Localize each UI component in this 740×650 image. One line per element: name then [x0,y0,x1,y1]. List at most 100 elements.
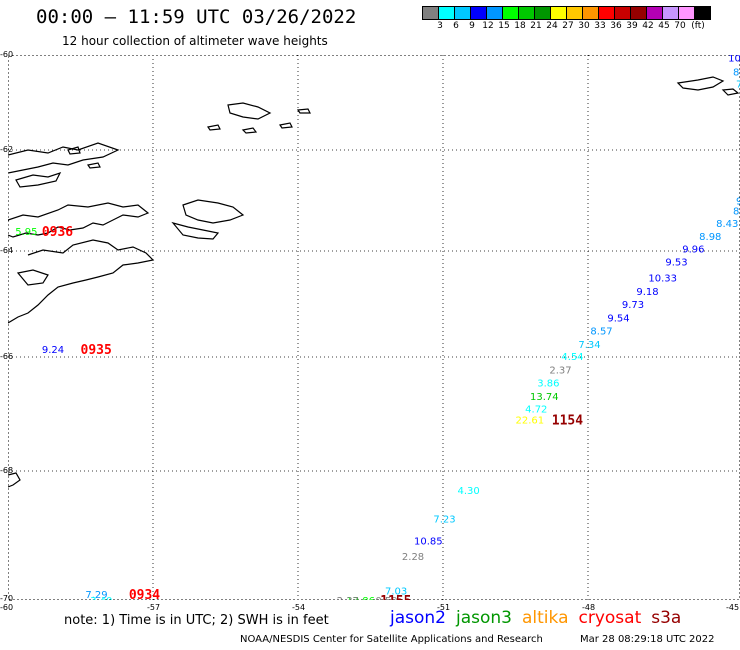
scale-swatch [582,6,599,20]
swh-value: 13.86 [346,596,375,600]
scale-swatch [470,6,487,20]
swh-value: 5.95 [15,227,37,238]
swh-value: 8.2 [733,207,740,218]
scale-swatch [502,6,519,20]
scale-swatch [534,6,551,20]
scale-label: 21 [530,21,542,31]
swh-value: 8.57 [590,327,612,338]
note-text: note: 1) Time is in UTC; 2) SWH is in fe… [64,613,329,628]
wave-height-map: 10.30 8.57 98.28.43 8.989.96 9.53 10.33 9.18 9.… [8,55,740,600]
swh-value: 10.85 [414,536,443,547]
footer-credit: NOAA/NESDIS Center for Satellite Applica… [240,634,543,645]
scale-swatch [518,6,535,20]
scale-label: 12 [482,21,494,31]
swh-value: 8.43 [716,219,738,230]
pass-time-label: 1155 [380,594,411,600]
satellite-jason3: jason3 [456,608,512,628]
swh-value: 3.40 [90,596,112,600]
scale-label: 30 [578,21,590,31]
swh-value: 13.74 [530,392,559,403]
scale-swatch [614,6,631,20]
scale-swatch [438,6,455,20]
swh-value: 9 [736,197,740,208]
lon-tick-label: -45 [726,603,740,612]
scale-swatch [454,6,471,20]
satellite-cryosat: cryosat [578,608,642,628]
lon-tick-label: -51 [437,603,451,612]
scale-swatch [550,6,567,20]
lat-tick-label: -66 [0,352,14,361]
satellite-altika: altika [522,608,569,628]
lat-tick-label: -70 [0,594,14,603]
map-border [8,55,740,600]
swh-value: 7.29 [85,590,107,600]
scale-label: 9 [469,21,475,31]
time-labels: 0936 0935 0934 1154 1155 [42,225,583,600]
lon-tick-label: -48 [582,603,596,612]
scale-label: 70 [674,21,686,31]
lat-tick-label: -62 [0,145,14,154]
swh-value: 10.30 [728,55,740,64]
scale-label: 15 [498,21,510,31]
scale-swatch [662,6,679,20]
swh-value: 7.03 [385,587,407,598]
swh-value: 2.37 [337,596,359,600]
scale-swatch [678,6,695,20]
scale-label: 36 [610,21,622,31]
scale-label: 3 [437,21,443,31]
swh-value: 9.18 [636,287,658,298]
scale-unit: (ft) [691,21,705,31]
swh-value: 2.37 [549,366,571,377]
swh-value: 7.34 [578,340,600,351]
lat-tick-label: -68 [0,466,14,475]
pass-time-label: 1154 [552,414,583,429]
pass-time-label: 0934 [129,588,160,600]
scale-swatch [646,6,663,20]
swh-value: 2.28 [402,552,424,563]
scale-label: 27 [562,21,574,31]
swh-value: 4.30 [458,486,480,497]
scale-swatch [630,6,647,20]
coastline [8,76,740,488]
swh-value: 9.54 [607,313,629,324]
swh-value: 9.24 [42,345,64,356]
scale-label: 6 [453,21,459,31]
color-scale [422,6,711,20]
scale-label: 42 [642,21,654,31]
scale-label: 39 [626,21,638,31]
satellite-legend: jason2 jason3 altika cryosat s3a [390,608,691,628]
lat-lon-grid [8,55,740,600]
swh-value: 4.54 [561,352,583,363]
map-subtitle: 12 hour collection of altimeter wave hei… [62,34,328,48]
swh-value: 8.5 [733,68,740,79]
swh-value: 0.59 [375,596,397,600]
map-title: 00:00 – 11:59 UTC 03/26/2022 [36,6,357,28]
swh-value: 3.86 [537,379,559,390]
scale-swatch [422,6,439,20]
swh-value: 10.33 [648,274,677,285]
scale-label: 18 [514,21,526,31]
scale-swatch [486,6,503,20]
pass-time-label: 0936 [42,225,73,240]
swh-value: 4.72 [525,404,547,415]
swh-value: 9.73 [622,300,644,311]
scale-label: 45 [658,21,670,31]
footer-timestamp: Mar 28 08:29:18 UTC 2022 [580,634,715,645]
swh-value: 22.61 [516,416,545,427]
pass-time-label: 0935 [81,343,112,358]
footer: NOAA/NESDIS Center for Satellite Applica… [240,634,715,645]
swh-value: 7 [736,80,740,91]
swh-value: 9.53 [665,258,687,269]
scale-swatch [694,6,711,20]
lat-tick-label: -60 [0,50,14,59]
swh-value: 9.96 [682,244,704,255]
scale-swatch [566,6,583,20]
scale-swatch [598,6,615,20]
observation-labels: 10.30 8.57 98.28.43 8.989.96 9.53 10.33 9.18 9.… [15,55,740,600]
swh-value: 7.23 [433,514,455,525]
lon-tick-label: -60 [0,603,14,612]
swh-value: 8.98 [699,232,721,243]
lon-tick-label: -54 [292,603,306,612]
scale-label: 33 [594,21,606,31]
satellite-jason2: jason2 [390,608,446,628]
